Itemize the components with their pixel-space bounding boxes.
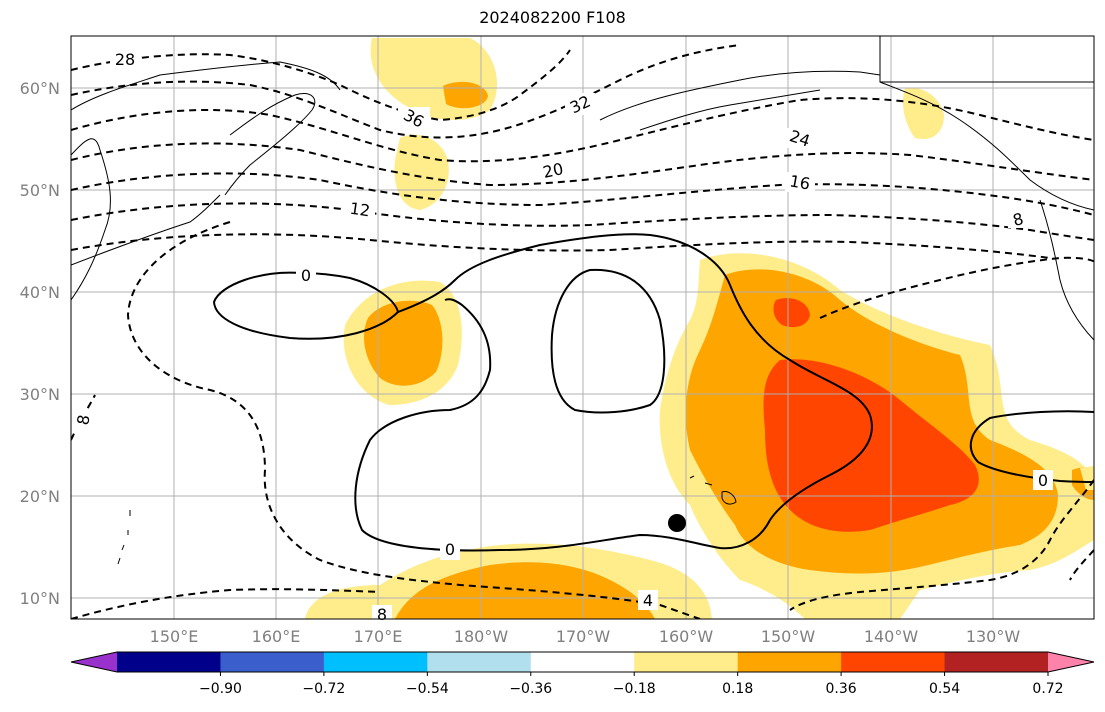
contour-label: 0 — [445, 540, 455, 559]
contour-label: 12 — [349, 199, 372, 221]
contour-label: 8 — [73, 413, 93, 426]
lon-tick: 130°W — [966, 627, 1021, 646]
lat-tick-labels: 10°N 20°N 30°N 40°N 50°N 60°N — [20, 79, 60, 608]
map-panel — [71, 36, 1094, 619]
colorbar-tick-label: −0.54 — [406, 681, 449, 697]
colorbar-segment — [323, 652, 428, 672]
lon-tick: 140°W — [864, 627, 919, 646]
lon-tick: 160°W — [659, 627, 714, 646]
colorbar-tick-label: −0.36 — [509, 681, 552, 697]
contour-label: 4 — [643, 591, 653, 610]
colorbar-tick-label: 0.36 — [826, 681, 857, 697]
colorbar-segment — [841, 652, 946, 672]
colorbar-segment — [117, 652, 221, 672]
lon-tick-labels: 150°E 160°E 170°E 180°W 170°W 160°W 150°… — [150, 627, 1021, 646]
colorbar-segment — [530, 652, 635, 672]
colorbar-outline — [70, 651, 1095, 673]
map-title: 2024082200 F108 — [479, 8, 626, 27]
colorbar-tick-label: −0.72 — [302, 681, 345, 697]
contour-label: 0 — [1038, 471, 1048, 490]
colorbar-tick-label: 0.54 — [929, 681, 960, 697]
colorbar-tick-label: −0.18 — [613, 681, 656, 697]
contour-label: 8 — [377, 605, 387, 624]
lat-tick: 10°N — [20, 589, 60, 608]
contour-label: 16 — [788, 171, 811, 193]
lon-tick: 160°E — [252, 627, 301, 646]
contour-label: 8 — [1011, 209, 1026, 230]
colorbar-extend-low — [71, 652, 117, 672]
lon-tick: 150°E — [150, 627, 199, 646]
lon-tick: 150°W — [761, 627, 816, 646]
contour-labels: 28 36 32 24 20 16 12 8 0 0 0 8 4 8 — [73, 48, 1053, 624]
colorbar-tick-label: 0.72 — [1032, 681, 1063, 697]
map-frame — [70, 35, 1095, 620]
lat-tick: 60°N — [20, 79, 60, 98]
colorbar-segment — [737, 652, 842, 672]
contour-label: 20 — [541, 159, 565, 182]
colorbar-tick-label: −0.90 — [199, 681, 242, 697]
storm-position-marker — [668, 514, 686, 532]
lat-tick: 30°N — [20, 385, 60, 404]
colorbar-segment — [944, 652, 1049, 672]
colorbar-tick-label: 0.18 — [722, 681, 753, 697]
colorbar-segment — [634, 652, 739, 672]
colorbar-segment — [220, 652, 325, 672]
lat-tick: 20°N — [20, 487, 60, 506]
lon-tick: 170°W — [556, 627, 611, 646]
lon-tick: 170°E — [354, 627, 403, 646]
contour-label: 0 — [301, 266, 311, 285]
colorbar-segment — [427, 652, 532, 672]
colorbar-extend-high — [1048, 652, 1094, 672]
contours-solid — [212, 233, 1094, 552]
lon-tick: 180°W — [454, 627, 509, 646]
colorbar: −0.90 −0.72 −0.54 −0.36 −0.18 0.18 0.36 0.54 0.7… — [70, 651, 1095, 697]
contour-label: 28 — [115, 50, 135, 69]
lat-tick: 40°N — [20, 283, 60, 302]
contours-dashed — [71, 44, 1094, 619]
lat-tick: 50°N — [20, 181, 60, 200]
coastlines — [71, 36, 1094, 565]
